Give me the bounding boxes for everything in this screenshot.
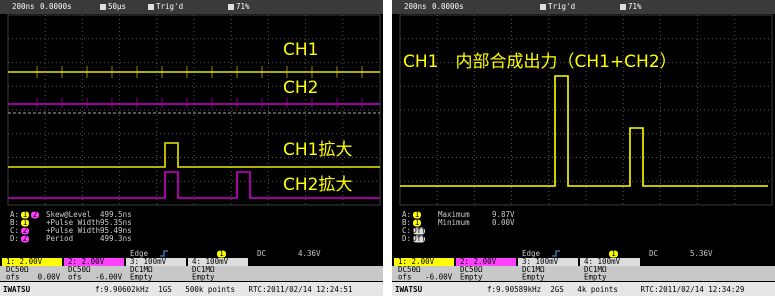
top-icon [620, 4, 626, 10]
top-icon [148, 4, 154, 10]
edge-coupling: DC [649, 249, 658, 258]
top-trigger: Trig'd [548, 2, 575, 11]
meas-value: 0.00V [492, 218, 515, 227]
channel-label: CH1拡大 [283, 140, 352, 160]
edge-coupling: DC [257, 249, 266, 258]
channel-offset: Empty [522, 273, 545, 282]
meas-channel: Off [412, 234, 426, 243]
top-memory: 71% [628, 2, 642, 11]
channel-offset: ofs -6.00V [68, 273, 123, 282]
top-trigger: Trig'd [156, 2, 183, 11]
meas-channel: 2 [33, 210, 38, 219]
channel-label: CH1 内部合成出力（CH1+CH2） [403, 52, 677, 72]
top-delay: 0.0000s [40, 2, 72, 11]
top-memory: 71% [236, 2, 250, 11]
channel-offset: Empty [460, 273, 483, 282]
top-timebase: 200ns [12, 2, 35, 11]
top-delay: 0.0000s [432, 2, 464, 11]
meas-name: Period [46, 234, 73, 243]
channel-label: CH1 [283, 40, 318, 60]
channel-label: CH2拡大 [283, 175, 352, 195]
meas-value: 499.3ns [100, 234, 132, 243]
footer-brand: IWATSU [395, 285, 423, 294]
meas-channel: 2 [23, 234, 28, 243]
edge-level: 4.36V [298, 249, 321, 258]
footer-brand: IWATSU [3, 285, 31, 294]
meas-name: Minimum [438, 218, 470, 227]
channel-offset: Empty [584, 273, 607, 282]
oscilloscope-screens: 200ns 0.0000s 50μs Trig'd 71% CH1 CH2 CH1拡大 CH2拡… [0, 0, 775, 296]
channel-offset: ofs -6.00V [398, 273, 453, 282]
edge-level: 5.36V [690, 249, 713, 258]
meas-slot: D: [402, 234, 411, 243]
top-icon [100, 4, 106, 10]
top-zoom: 50μs [108, 2, 126, 11]
top-timebase: 200ns [404, 2, 427, 11]
footer-status: f:9.90589kHz 2GS 4k points RTC:2011/02/1… [487, 285, 744, 294]
channel-offset: Empty [192, 273, 215, 282]
footer-status: f:9.90602kHz 1GS 500k points RTC:2011/02… [95, 285, 352, 294]
channel-offset: ofs 0.00V [6, 273, 61, 282]
channel-offset: Empty [130, 273, 153, 282]
top-icon [540, 4, 546, 10]
meas-slot: D: [10, 234, 19, 243]
channel-label: CH2 [283, 78, 318, 98]
top-icon [228, 4, 234, 10]
